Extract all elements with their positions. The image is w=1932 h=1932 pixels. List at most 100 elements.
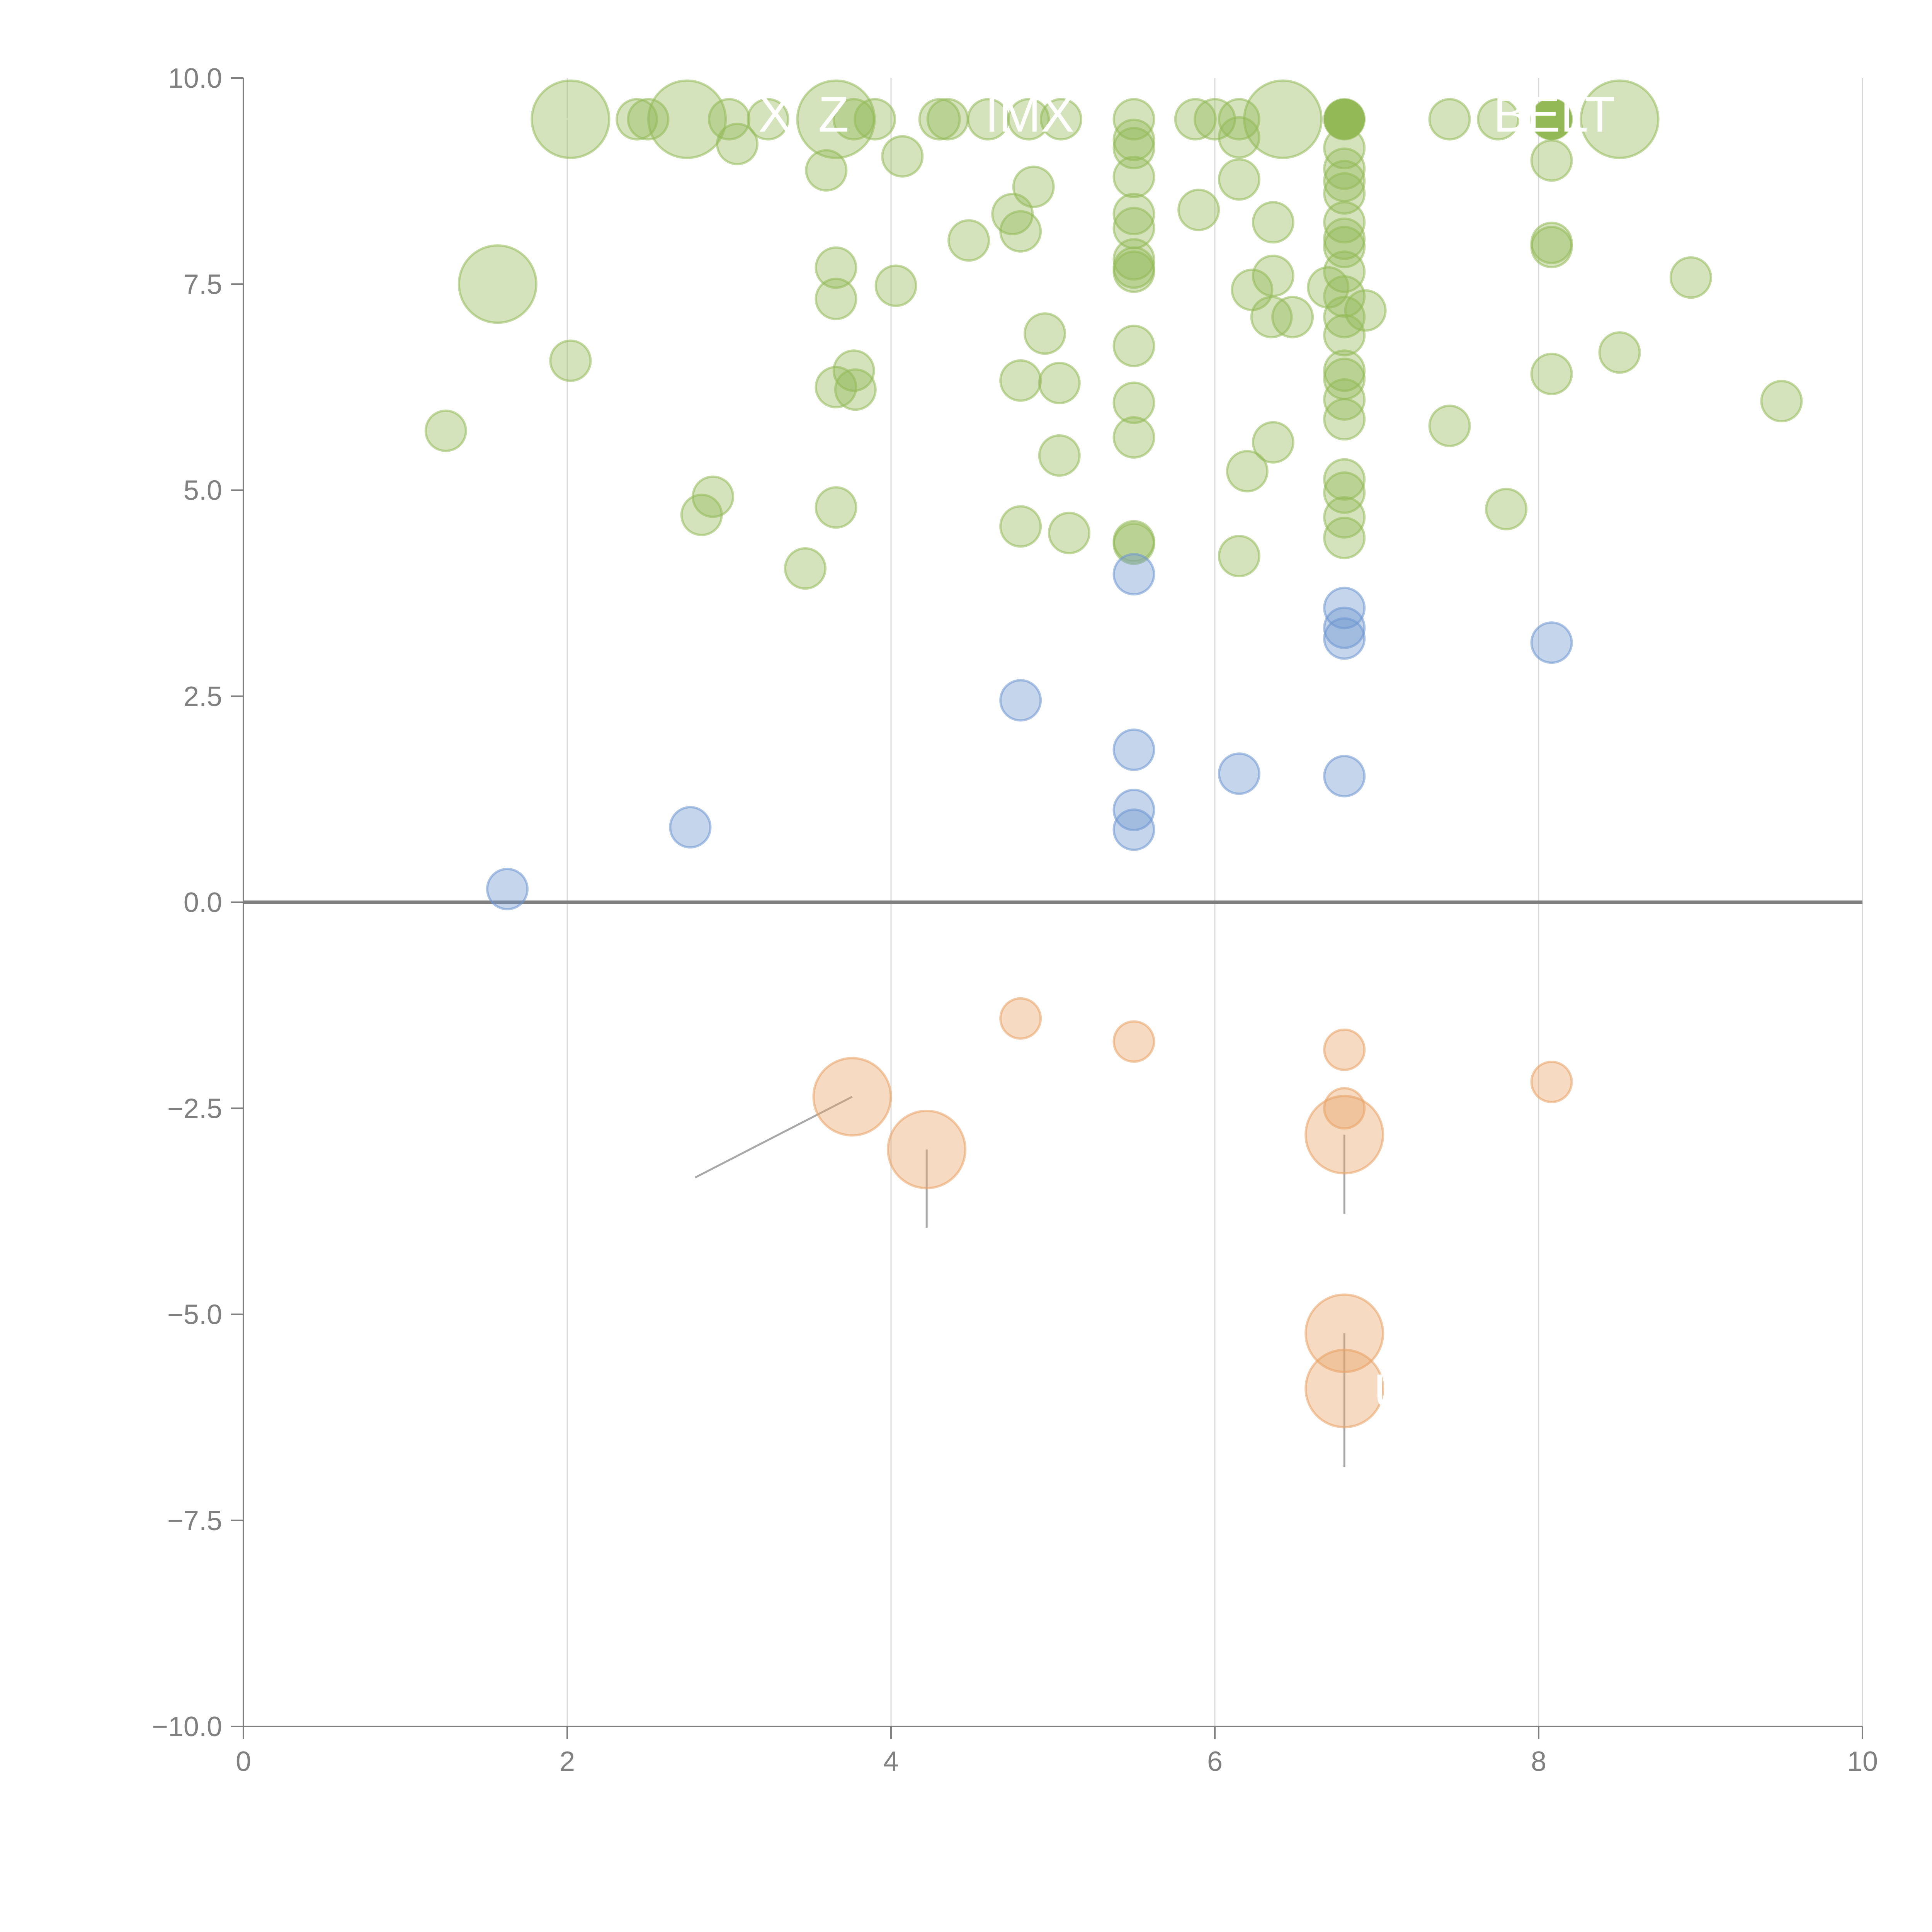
green-data-point (1112, 192, 1155, 235)
green-data-point (716, 122, 759, 165)
orange-data-point (1530, 1060, 1573, 1103)
green-data-point (874, 264, 917, 307)
green-data-point (457, 244, 537, 324)
green-data-point (999, 359, 1042, 402)
green-data-point (1252, 201, 1294, 244)
green-data-point (1323, 147, 1366, 190)
green-data-point (747, 98, 789, 141)
green-data-point (1669, 256, 1712, 299)
y-tick-label: 5.0 (184, 475, 222, 506)
orange-data-point (999, 997, 1042, 1040)
blue-data-point (999, 679, 1042, 722)
point-label: IMX (985, 86, 1074, 143)
point-label: Z (818, 86, 849, 143)
green-data-point (424, 409, 467, 452)
y-tick-label: 2.5 (184, 681, 222, 712)
green-data-point (616, 98, 658, 141)
green-data-point (1218, 158, 1260, 201)
point-labels: X Z IMX BELT U (758, 86, 1615, 1420)
green-data-point (1218, 116, 1260, 159)
y-tick-label: −5.0 (167, 1299, 222, 1330)
y-tick-label: −10.0 (152, 1711, 222, 1742)
green-data-point (1038, 362, 1081, 405)
green-data-point (1323, 201, 1366, 244)
green-data-point (815, 246, 857, 289)
y-tick-label: 7.5 (184, 269, 222, 300)
green-data-point (1024, 312, 1066, 355)
green-data-point (784, 547, 827, 590)
x-tick-label: 10 (1847, 1746, 1878, 1777)
axes: 0 2 4 6 8 10 10.0 7.5 5.0 2.5 0.0 −2.5 −5.0 −7.5 −10.0 (152, 63, 1878, 1777)
green-data-point (947, 219, 990, 262)
green-data-point (1323, 471, 1366, 514)
leader-lines (497, 115, 1655, 1467)
green-data-point (627, 98, 670, 141)
green-data-point (834, 368, 877, 411)
green-data-point (1580, 79, 1660, 159)
point-label: U (1374, 1364, 1410, 1420)
green-data-point (1194, 98, 1236, 141)
green-data-point (680, 493, 723, 536)
green-data-point (1323, 296, 1366, 338)
green-data-point (1112, 325, 1155, 367)
blue-data-point (1112, 728, 1155, 771)
highlighted-data-point (1324, 99, 1365, 140)
green-data-point (549, 339, 592, 382)
x-tick-label: 8 (1531, 1746, 1546, 1777)
green-data-point (1271, 296, 1314, 338)
blue-data-point (1530, 621, 1573, 664)
green-data-point (1598, 331, 1641, 374)
green-data-point (1039, 98, 1082, 141)
leader-line (836, 115, 888, 121)
orange-data-point (1323, 1028, 1366, 1071)
green-data-point (1048, 512, 1090, 554)
x-tick-label: 4 (883, 1746, 899, 1777)
leader-line (538, 116, 571, 121)
blue-data-point (1323, 617, 1366, 660)
green-data-point (1477, 98, 1520, 141)
green-data-point (815, 277, 857, 320)
green-data-point (1007, 98, 1050, 141)
green-data-point (708, 98, 750, 141)
green-data-point (1112, 250, 1155, 293)
green-data-point (1428, 98, 1471, 141)
green-data-point (1112, 118, 1155, 161)
green-data-point (1323, 226, 1366, 269)
orange-data-point (1112, 1020, 1155, 1063)
orange-data-point (1304, 1293, 1384, 1373)
green-data-point (1112, 522, 1155, 565)
green-data-point (999, 505, 1042, 548)
leader-line (694, 1096, 853, 1179)
orange-data-point (887, 1109, 967, 1189)
green-data-point (1243, 79, 1323, 159)
green-data-point (1530, 226, 1573, 269)
green-data-point (1112, 416, 1155, 459)
green-data-point (1323, 314, 1366, 357)
orange-data-point (1304, 1349, 1384, 1429)
green-data-point (1038, 434, 1081, 477)
highlighted-data-point (1531, 99, 1572, 140)
data-points (424, 79, 1803, 1429)
y-tick-label: 0.0 (184, 887, 222, 918)
green-data-point (999, 210, 1042, 253)
blue-data-point (669, 806, 712, 849)
green-data-point (1218, 98, 1260, 141)
green-data-point (1177, 189, 1220, 231)
blue-data-point (1323, 606, 1366, 649)
leader-line (687, 116, 721, 121)
blue-data-point (1218, 752, 1260, 795)
green-data-point (1323, 517, 1366, 560)
y-tick-label: −2.5 (167, 1093, 222, 1124)
green-data-point (1323, 250, 1366, 293)
green-data-point (1323, 172, 1366, 215)
orange-data-point (812, 1057, 892, 1137)
green-data-point (1323, 458, 1366, 501)
y-tick-label: 10.0 (168, 63, 222, 94)
green-data-point (854, 98, 896, 141)
green-data-point (815, 486, 857, 529)
green-data-point (1530, 352, 1573, 395)
point-label: X (758, 86, 792, 143)
green-data-point (1112, 155, 1155, 198)
green-data-point (881, 135, 924, 178)
blue-data-point (1112, 553, 1155, 596)
